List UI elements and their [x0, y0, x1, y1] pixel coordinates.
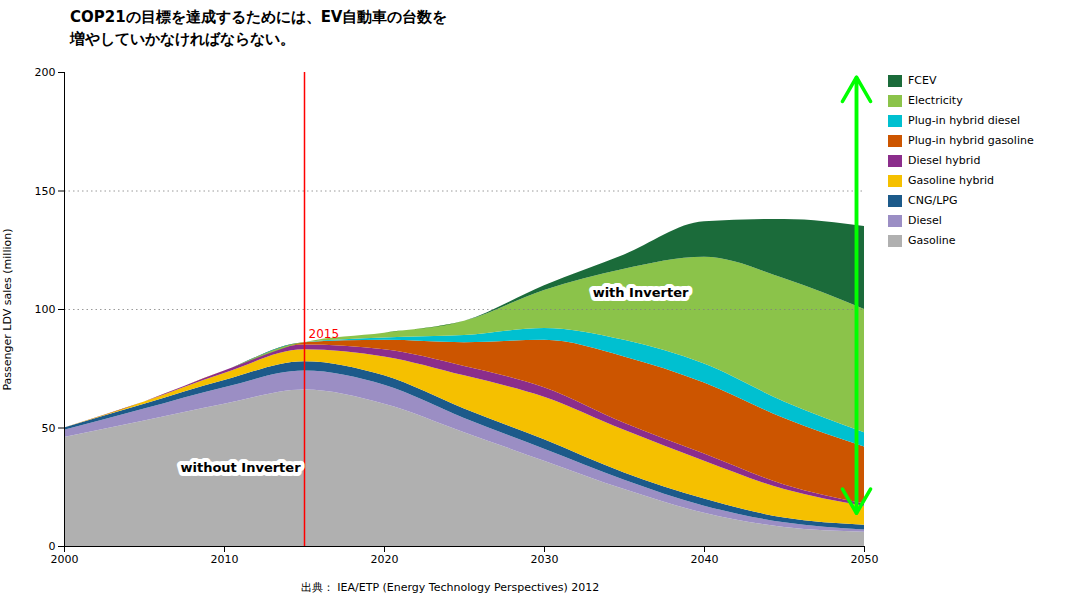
- svg-text:2015: 2015: [309, 327, 340, 341]
- html-text:出典： IEA/ETP (Energy Technology: 出典： IEA/ETP (Energy Technology Perspecti…: [300, 581, 600, 594]
- html-text:COP21の目標を達成するためには、EV自動車の台数を 増や: COP21の目標を達成するためには、EV自動車の台数を 増やしていかなければなら…: [70, 8, 448, 48]
- svg-text:without Inverter: without Inverter: [180, 460, 301, 475]
- svg-text:150: 150: [35, 185, 56, 198]
- svg-text:2030: 2030: [531, 553, 559, 566]
- svg-text:2020: 2020: [371, 553, 399, 566]
- svg-text:Passenger LDV sales (million): Passenger LDV sales (million): [1, 228, 14, 390]
- html-text:Gasoline hybrid: Gasoline hybrid: [908, 174, 995, 187]
- svg-text:2010: 2010: [211, 553, 239, 566]
- html-text:Gasoline: Gasoline: [908, 234, 956, 247]
- svg-text:200: 200: [35, 66, 56, 79]
- svg-text:50: 50: [42, 422, 56, 435]
- svg-text:with Inverter: with Inverter: [593, 285, 689, 300]
- svg-text:2040: 2040: [691, 553, 719, 566]
- svg-text:100: 100: [35, 303, 56, 316]
- html-text:Electricity: Electricity: [908, 94, 963, 107]
- svg-text:2000: 2000: [51, 553, 79, 566]
- html-text:FCEV: FCEV: [908, 74, 937, 87]
- html-text:CNG/LPG: CNG/LPG: [908, 194, 958, 207]
- html-text:Plug-in hybrid diesel: Plug-in hybrid diesel: [908, 114, 1020, 127]
- svg-text:0: 0: [49, 540, 56, 553]
- html-text:Diesel hybrid: Diesel hybrid: [908, 154, 981, 167]
- html-text:Plug-in hybrid gasoline: Plug-in hybrid gasoline: [908, 134, 1034, 147]
- svg-text:2050: 2050: [851, 553, 879, 566]
- html-text:Diesel: Diesel: [908, 214, 942, 227]
